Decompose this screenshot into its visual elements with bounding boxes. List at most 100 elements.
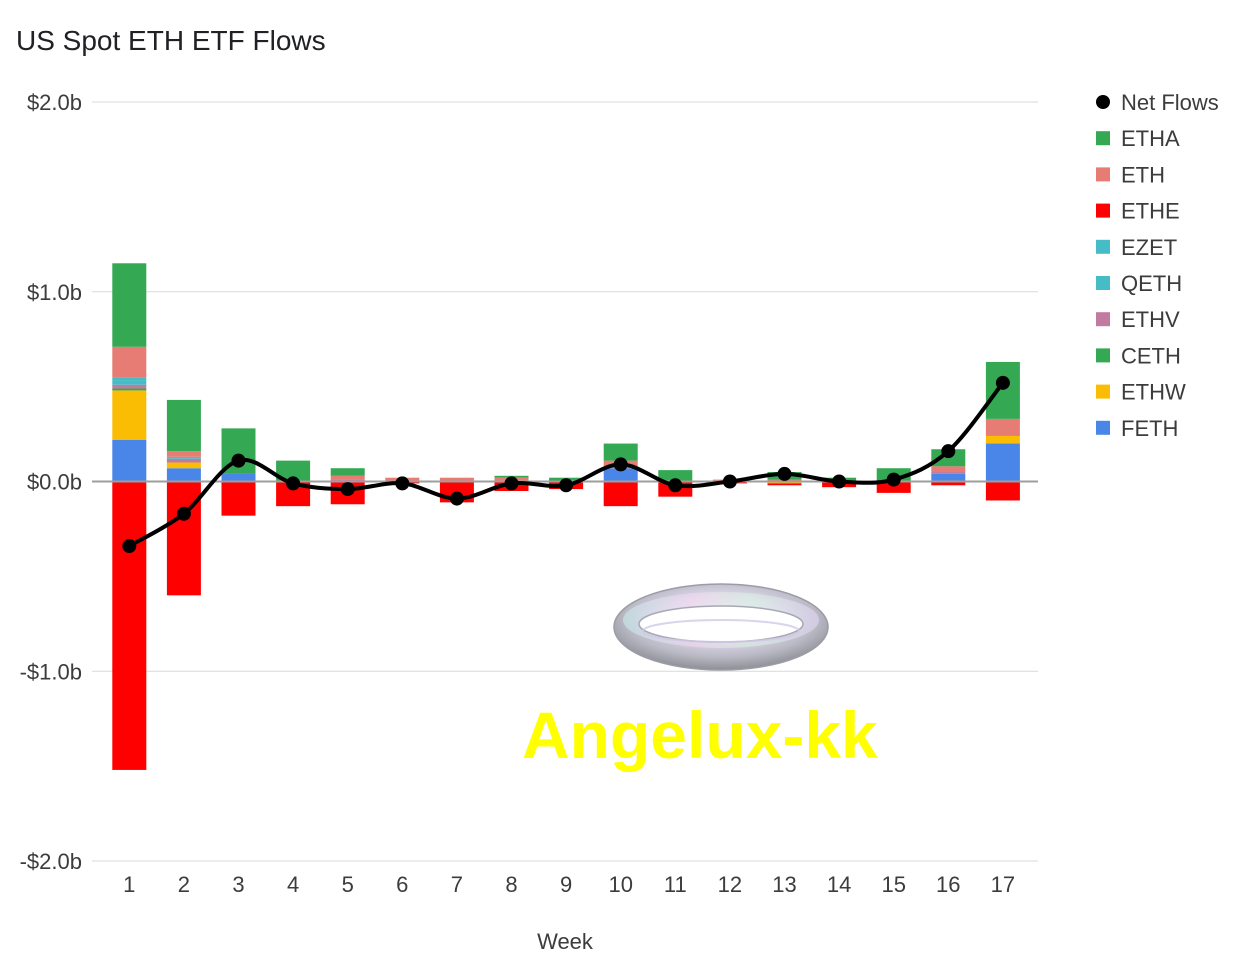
legend-item-net-flows: Net Flows	[1096, 90, 1219, 115]
legend-marker	[1096, 384, 1110, 399]
net-flows-series	[122, 375, 1010, 554]
net-flows-point	[777, 466, 792, 481]
bar-segment-ethw	[985, 435, 1020, 444]
legend-item-ethv: ETHV	[1096, 307, 1180, 332]
bar-segment-qeth	[112, 380, 147, 385]
legend-label: ETHA	[1121, 126, 1180, 151]
legend: Net Flows ETHA ETH ETHE EZET QETH ETHV CETH ETHW…	[1096, 90, 1219, 441]
bar-segment-ethe	[767, 483, 802, 486]
bar-segment-ezet	[166, 456, 201, 459]
legend-marker	[1096, 203, 1110, 218]
bar-segment-ethe	[931, 481, 966, 486]
legend-marker	[1096, 348, 1110, 363]
x-tick-label: 8	[505, 872, 517, 897]
legend-label: ETH	[1121, 162, 1165, 187]
y-tick-label: -$1.0b	[20, 659, 82, 684]
x-tick-label: 9	[560, 872, 572, 897]
bar-segment-eth	[166, 451, 201, 457]
bar-segment-feth	[221, 473, 256, 482]
net-flows-point	[449, 491, 464, 506]
bar-segment-etha	[603, 443, 638, 461]
legend-item-ceth: CETH	[1096, 343, 1181, 368]
net-flows-point	[613, 457, 628, 472]
x-tick-label: 17	[991, 872, 1015, 897]
bar-segment-ceth	[112, 388, 147, 391]
legend-marker	[1096, 239, 1110, 254]
net-flows-point	[668, 478, 683, 493]
x-tick-label: 7	[451, 872, 463, 897]
bar-segment-eth	[931, 466, 966, 473]
legend-marker	[1096, 276, 1110, 290]
net-flows-line	[128, 381, 1005, 548]
net-flows-point	[832, 474, 847, 489]
net-flows-point	[995, 375, 1010, 390]
legend-item-ethe: ETHE	[1096, 199, 1180, 224]
bar-segment-eth	[439, 477, 474, 482]
bar-segment-etha	[276, 460, 311, 482]
watermark-text: Angelux-kk	[522, 698, 878, 772]
bar-segment-eth	[330, 475, 365, 480]
bar-segment-feth	[931, 473, 966, 482]
bar-segment-ethe	[221, 481, 256, 516]
x-tick-label: 6	[396, 872, 408, 897]
bar-segment-ethv	[166, 458, 201, 463]
bar-segment-feth	[603, 468, 638, 482]
net-flows-point	[559, 478, 574, 493]
x-axis-ticks: 1 2 3 4 5 6 7 8 9 10 11 12 13 14 15 16 17	[123, 872, 1015, 897]
x-tick-label: 15	[881, 872, 905, 897]
bar-segment-etha	[330, 468, 365, 476]
legend-item-qeth: QETH	[1096, 271, 1182, 296]
x-tick-label: 2	[178, 872, 190, 897]
net-flows-point	[395, 476, 410, 491]
gridlines	[92, 101, 1038, 862]
legend-label: QETH	[1121, 271, 1182, 296]
net-flows-point	[886, 472, 901, 487]
legend-label: ETHW	[1121, 380, 1186, 405]
bar-segment-ezet	[112, 377, 147, 381]
net-flows-point	[340, 482, 355, 497]
net-flows-point	[231, 453, 246, 468]
net-flows-point	[504, 476, 519, 491]
y-tick-label: $2.0b	[27, 90, 82, 115]
legend-item-etha: ETHA	[1096, 126, 1180, 151]
x-tick-label: 3	[232, 872, 244, 897]
legend-label: Net Flows	[1121, 90, 1219, 115]
legend-label: FETH	[1121, 416, 1178, 441]
bar-segment-ethw	[166, 462, 201, 469]
bar-segment-ethe	[876, 481, 911, 493]
y-axis-ticks: $2.0b $1.0b $0.0b -$1.0b -$2.0b	[20, 90, 82, 874]
y-tick-label: $0.0b	[27, 470, 82, 495]
x-tick-label: 11	[664, 872, 687, 897]
x-axis-label: Week	[537, 929, 594, 954]
legend-marker	[1096, 131, 1110, 146]
bar-segment-ethe	[985, 481, 1020, 501]
stacked-bars	[112, 263, 1020, 770]
bar-segment-feth	[166, 468, 201, 482]
legend-marker	[1096, 420, 1110, 435]
bar-segment-ethe	[166, 481, 201, 596]
legend-item-ethw: ETHW	[1096, 380, 1186, 405]
bar-segment-feth	[985, 443, 1020, 482]
legend-item-ezet: EZET	[1096, 235, 1177, 260]
x-tick-label: 13	[772, 872, 796, 897]
bar-segment-etha	[658, 470, 693, 482]
net-flows-point	[722, 474, 737, 489]
bar-segment-ethv	[931, 472, 966, 474]
x-tick-label: 14	[827, 872, 851, 897]
legend-label: EZET	[1121, 235, 1177, 260]
chart-title: US Spot ETH ETF Flows	[16, 25, 326, 56]
net-flows-point	[941, 444, 956, 459]
legend-label: ETHV	[1121, 307, 1180, 332]
bar-segment-ethw	[112, 390, 147, 440]
legend-marker	[1096, 95, 1110, 109]
bar-segment-etha	[112, 263, 147, 347]
net-flows-point	[122, 539, 137, 554]
x-tick-label: 12	[718, 872, 742, 897]
bar-segment-feth	[112, 439, 147, 482]
legend-item-feth: FETH	[1096, 416, 1178, 441]
bar-segment-ethv	[112, 384, 147, 389]
legend-marker	[1096, 312, 1110, 327]
bar-segment-etha	[166, 399, 201, 452]
legend-label: ETHE	[1121, 199, 1180, 224]
